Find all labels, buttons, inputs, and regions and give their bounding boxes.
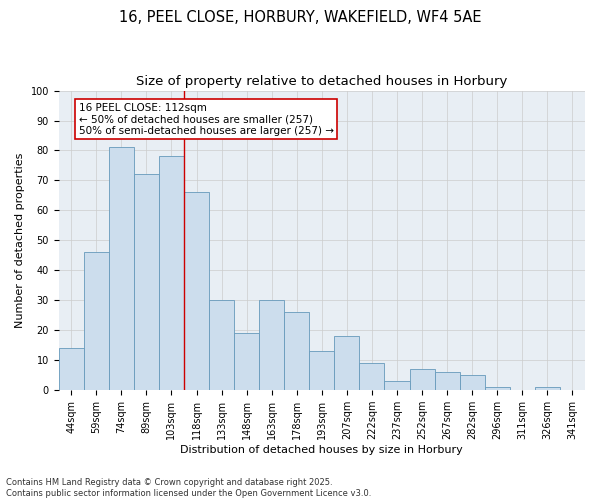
Bar: [209, 300, 234, 390]
Bar: [109, 148, 134, 390]
Bar: [334, 336, 359, 390]
Title: Size of property relative to detached houses in Horbury: Size of property relative to detached ho…: [136, 75, 508, 88]
X-axis label: Distribution of detached houses by size in Horbury: Distribution of detached houses by size …: [181, 445, 463, 455]
Bar: [184, 192, 209, 390]
Bar: [410, 369, 434, 390]
Bar: [309, 352, 334, 390]
Text: 16, PEEL CLOSE, HORBURY, WAKEFIELD, WF4 5AE: 16, PEEL CLOSE, HORBURY, WAKEFIELD, WF4 …: [119, 10, 481, 25]
Bar: [485, 387, 510, 390]
Bar: [59, 348, 84, 390]
Bar: [134, 174, 159, 390]
Bar: [259, 300, 284, 390]
Bar: [460, 375, 485, 390]
Bar: [385, 381, 410, 390]
Text: Contains HM Land Registry data © Crown copyright and database right 2025.
Contai: Contains HM Land Registry data © Crown c…: [6, 478, 371, 498]
Bar: [284, 312, 309, 390]
Bar: [359, 364, 385, 390]
Bar: [234, 334, 259, 390]
Bar: [84, 252, 109, 390]
Text: 16 PEEL CLOSE: 112sqm
← 50% of detached houses are smaller (257)
50% of semi-det: 16 PEEL CLOSE: 112sqm ← 50% of detached …: [79, 102, 334, 136]
Bar: [159, 156, 184, 390]
Bar: [535, 387, 560, 390]
Y-axis label: Number of detached properties: Number of detached properties: [15, 152, 25, 328]
Bar: [434, 372, 460, 390]
